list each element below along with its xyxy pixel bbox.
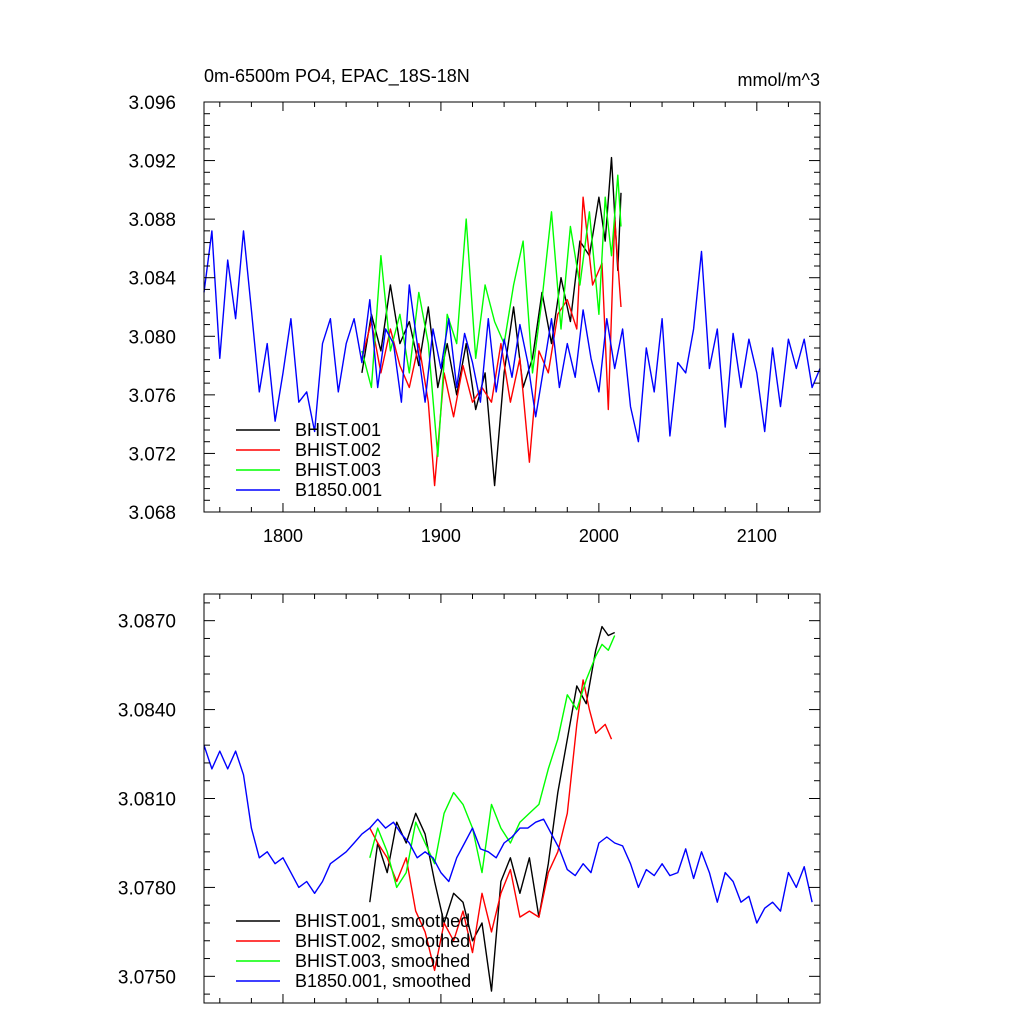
x-tick-label: 2000 [579, 526, 619, 546]
legend-label: BHIST.002 [295, 440, 381, 460]
legend-label: BHIST.003, smoothed [295, 951, 470, 971]
legend-label: BHIST.002, smoothed [295, 931, 470, 951]
plot-frame [203, 101, 821, 513]
y-tick-label: 3.096 [128, 93, 176, 114]
y-tick-label: 3.080 [128, 327, 176, 348]
y-tick-label: 3.092 [128, 152, 176, 173]
series-line-bhist-002 [361, 196, 622, 487]
legend-label: B1850.001 [295, 480, 382, 500]
y-tick-label: 3.0870 [118, 612, 176, 633]
series-line-b1850-001 [203, 744, 813, 924]
legend-label: BHIST.001, smoothed [295, 911, 470, 931]
series-line-bhist-003 [361, 174, 622, 458]
legend-label: B1850.001, smoothed [295, 971, 471, 991]
y-tick-label: 3.068 [128, 503, 176, 524]
y-tick-label: 3.076 [128, 386, 176, 407]
y-tick-label: 3.0780 [118, 878, 176, 899]
x-tick-label: 1900 [421, 526, 461, 546]
y-tick-label: 3.0810 [118, 790, 176, 811]
y-tick-label: 3.084 [128, 269, 176, 290]
x-tick-label: 2100 [737, 526, 777, 546]
legend-label: BHIST.003 [295, 460, 381, 480]
series-line-b1850-001 [203, 230, 821, 443]
top-panel: 0m-6500m PO4, EPAC_18S-18N mmol/m^3 1800… [128, 66, 821, 546]
series-line-bhist-001 [361, 156, 622, 487]
y-tick-label: 3.0750 [118, 967, 176, 988]
units-label: mmol/m^3 [738, 70, 820, 90]
chart-title: 0m-6500m PO4, EPAC_18S-18N [204, 66, 470, 87]
y-tick-label: 3.088 [128, 210, 176, 231]
legend-label: BHIST.001 [295, 420, 381, 440]
y-tick-label: 3.072 [128, 444, 176, 465]
x-tick-label: 1800 [263, 526, 303, 546]
bottom-panel: 3.0750 3.0780 3.0810 3.0840 3.0870 BHIST.001,… [118, 593, 821, 1004]
series-line-bhist-002 [369, 679, 613, 972]
y-tick-label: 3.0840 [118, 701, 176, 722]
series-line-bhist-003 [369, 635, 616, 889]
